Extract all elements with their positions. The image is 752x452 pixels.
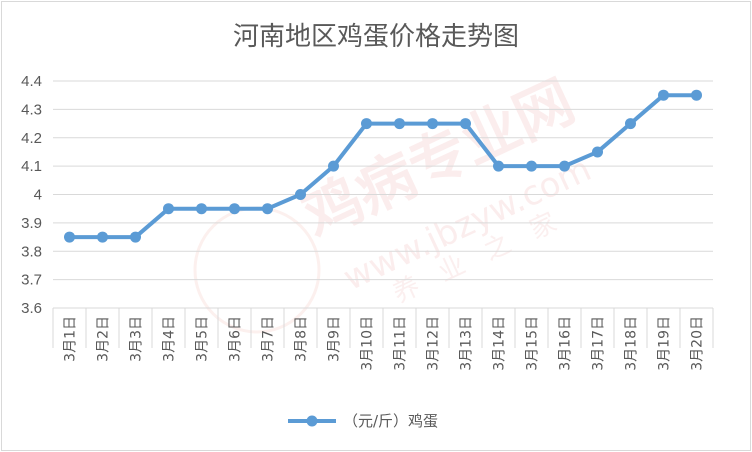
- data-point: [460, 118, 471, 130]
- data-point: [262, 203, 273, 215]
- x-tick-label: 3月9日: [327, 316, 343, 362]
- data-point: [328, 160, 339, 172]
- y-tick-label: 3.7: [21, 272, 42, 289]
- x-tick-label: 3月17日: [591, 316, 607, 371]
- y-tick-label: 4.3: [21, 101, 42, 118]
- data-point: [559, 160, 570, 172]
- data-point: [361, 118, 372, 130]
- data-point: [229, 203, 240, 215]
- chart-title: 河南地区鸡蛋价格走势图: [233, 22, 519, 52]
- y-tick-label: 3.9: [21, 215, 42, 232]
- x-tick-label: 3月6日: [228, 316, 244, 362]
- x-tick-label: 3月20日: [690, 316, 706, 371]
- x-tick-label: 3月19日: [657, 316, 673, 371]
- x-tick-label: 3月14日: [492, 316, 508, 371]
- y-tick-label: 4.1: [21, 158, 42, 175]
- data-point: [526, 160, 537, 172]
- x-tick-label: 3月12日: [426, 316, 442, 371]
- data-point: [130, 231, 141, 243]
- x-tick-label: 3月13日: [459, 316, 475, 371]
- legend-label: （元/斤）鸡蛋: [343, 412, 438, 430]
- y-tick-label: 3.8: [21, 243, 42, 260]
- y-axis-ticks: 3.6 3.7 3.8 3.9 4 4.1 4.2 4.3 4.4: [21, 73, 42, 317]
- gridlines: [52, 80, 714, 348]
- x-tick-label: 3月8日: [294, 316, 310, 362]
- data-point: [427, 118, 438, 130]
- data-point: [196, 203, 207, 215]
- x-tick-label: 3月7日: [261, 316, 277, 362]
- y-tick-label: 4: [34, 187, 42, 204]
- data-point: [625, 118, 636, 130]
- x-axis-ticks: 3月1日 3月2日 3月3日 3月4日 3月5日 3月6日 3月7日 3月8日 3月9日 3月10…: [63, 316, 706, 371]
- x-tick-label: 3月2日: [96, 316, 112, 362]
- data-point: [493, 160, 504, 172]
- x-tick-label: 3月10日: [360, 316, 376, 371]
- data-point: [64, 231, 75, 243]
- y-tick-label: 3.6: [21, 300, 42, 317]
- x-tick-label: 3月1日: [63, 316, 79, 362]
- x-tick-label: 3月11日: [393, 316, 409, 371]
- data-point: [97, 231, 108, 243]
- data-point: [592, 146, 603, 158]
- data-point: [295, 189, 306, 200]
- watermark-logo: [193, 206, 321, 334]
- legend-marker: [306, 415, 318, 427]
- data-point: [691, 89, 702, 101]
- data-point: [163, 203, 174, 215]
- legend: （元/斤）鸡蛋: [288, 412, 438, 430]
- x-tick-label: 3月18日: [624, 316, 640, 371]
- x-tick-label: 3月16日: [558, 316, 574, 371]
- data-point: [658, 89, 669, 101]
- x-tick-label: 3月4日: [162, 316, 178, 362]
- data-point: [394, 118, 405, 130]
- x-tick-label: 3月3日: [129, 316, 145, 362]
- series-egg: [64, 89, 702, 243]
- x-tick-label: 3月5日: [195, 316, 211, 362]
- y-tick-label: 4.4: [21, 73, 42, 90]
- x-tick-label: 3月15日: [525, 316, 541, 371]
- y-tick-label: 4.2: [21, 130, 42, 147]
